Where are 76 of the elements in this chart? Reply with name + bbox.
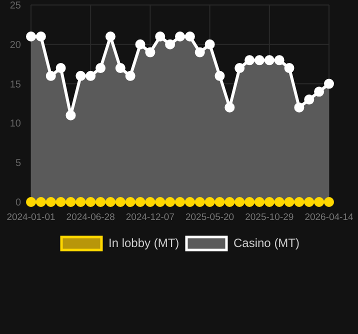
point [234,197,245,207]
point [304,197,314,207]
point [86,197,96,207]
point [214,197,225,207]
point [145,197,156,207]
point [254,197,264,207]
point [244,55,255,66]
x-tick-label: 2025-05-20 [185,212,234,223]
point [46,197,56,207]
x-tick-label: 2024-01-01 [6,212,56,223]
legend-label: In lobby (MT) [108,236,180,250]
y-tick-label: 15 [10,79,22,90]
point [314,197,324,207]
point [26,197,36,207]
point [184,32,195,42]
point [46,70,56,81]
point [125,197,136,207]
point [254,55,264,66]
point [304,94,314,105]
point [234,63,245,74]
point [56,63,66,74]
point [155,32,166,42]
x-tick-label: 2026-04-14 [304,212,354,223]
point [204,197,215,207]
point [135,197,146,207]
point [76,197,86,207]
y-tick-label: 25 [10,0,22,12]
point [214,70,225,81]
point [76,70,86,81]
y-tick-label: 10 [10,118,22,130]
point [56,197,66,207]
point [274,55,284,66]
point [66,110,76,120]
point [324,78,334,89]
point [194,47,205,58]
point [125,70,136,81]
point [264,197,274,207]
y-tick-label: 20 [10,40,22,51]
point [324,197,334,207]
point [175,32,185,42]
legend-label: Casino (MT) [234,236,300,250]
point [105,197,116,207]
x-tick-label: 2024-12-07 [126,212,175,223]
point [86,70,96,81]
point [36,197,46,207]
point [274,197,284,207]
point [294,102,304,112]
point [175,197,185,207]
point [264,55,274,66]
point [155,197,166,207]
point [165,197,176,207]
point [96,63,106,74]
point [135,39,146,50]
point [105,32,116,42]
point [224,197,235,207]
point [284,197,294,207]
point [244,197,255,207]
point [294,197,304,207]
point [224,102,235,112]
x-tick-label: 2025-10-29 [245,212,294,223]
point [115,63,126,74]
point [115,197,126,207]
x-tick-label: 2024-06-28 [66,212,115,223]
point [96,197,106,207]
point [284,63,294,74]
point [36,32,46,42]
y-tick-label: 0 [15,198,22,208]
point [204,39,215,50]
y-tick-label: 5 [15,158,22,170]
point [66,197,76,207]
point [314,86,324,97]
point [184,197,195,207]
point [194,197,205,207]
point [26,32,36,42]
point [165,39,176,50]
point [145,47,156,58]
